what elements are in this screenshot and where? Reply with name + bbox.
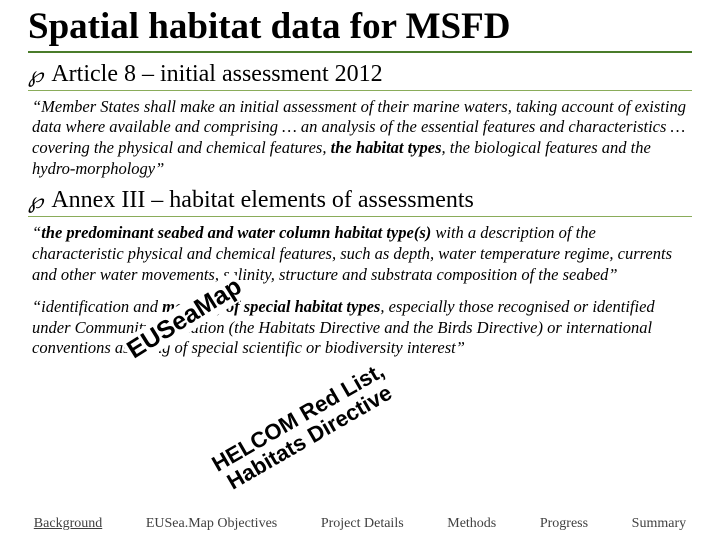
bullet-icon: ℘ bbox=[28, 62, 43, 88]
page-title: Spatial habitat data for MSFD bbox=[28, 8, 692, 51]
annex-heading-row: ℘ Annex III – habitat elements of assess… bbox=[28, 187, 692, 217]
article-heading-row: ℘ Article 8 – initial assessment 2012 bbox=[28, 61, 692, 91]
bullet-icon: ℘ bbox=[28, 188, 43, 214]
footer-item-objectives[interactable]: EUSea.Map Objectives bbox=[146, 516, 277, 532]
annex-heading: Annex III – habitat elements of assessme… bbox=[51, 187, 474, 214]
overlay-helcom-line1: HELCOM Red List, bbox=[208, 359, 388, 476]
footer-item-background[interactable]: Background bbox=[34, 516, 102, 532]
footer-item-project[interactable]: Project Details bbox=[321, 516, 404, 532]
footer-item-summary[interactable]: Summary bbox=[632, 516, 686, 532]
footer-item-methods[interactable]: Methods bbox=[447, 516, 496, 532]
annex-paragraph-2: “identification and mapping of special h… bbox=[32, 297, 688, 359]
annex-paragraph-1: “the predominant seabed and water column… bbox=[32, 223, 688, 285]
title-underline: Spatial habitat data for MSFD bbox=[28, 8, 692, 53]
article-paragraph: “Member States shall make an initial ass… bbox=[32, 97, 688, 180]
slide: Spatial habitat data for MSFD ℘ Article … bbox=[0, 0, 720, 540]
overlay-helcom-line2: Habitats Directive bbox=[220, 379, 400, 496]
article-heading: Article 8 – initial assessment 2012 bbox=[51, 61, 382, 88]
footer-item-progress[interactable]: Progress bbox=[540, 516, 588, 532]
footer-nav: Background EUSea.Map Objectives Project … bbox=[0, 516, 720, 532]
overlay-helcom: HELCOM Red List, Habitats Directive bbox=[205, 356, 403, 500]
